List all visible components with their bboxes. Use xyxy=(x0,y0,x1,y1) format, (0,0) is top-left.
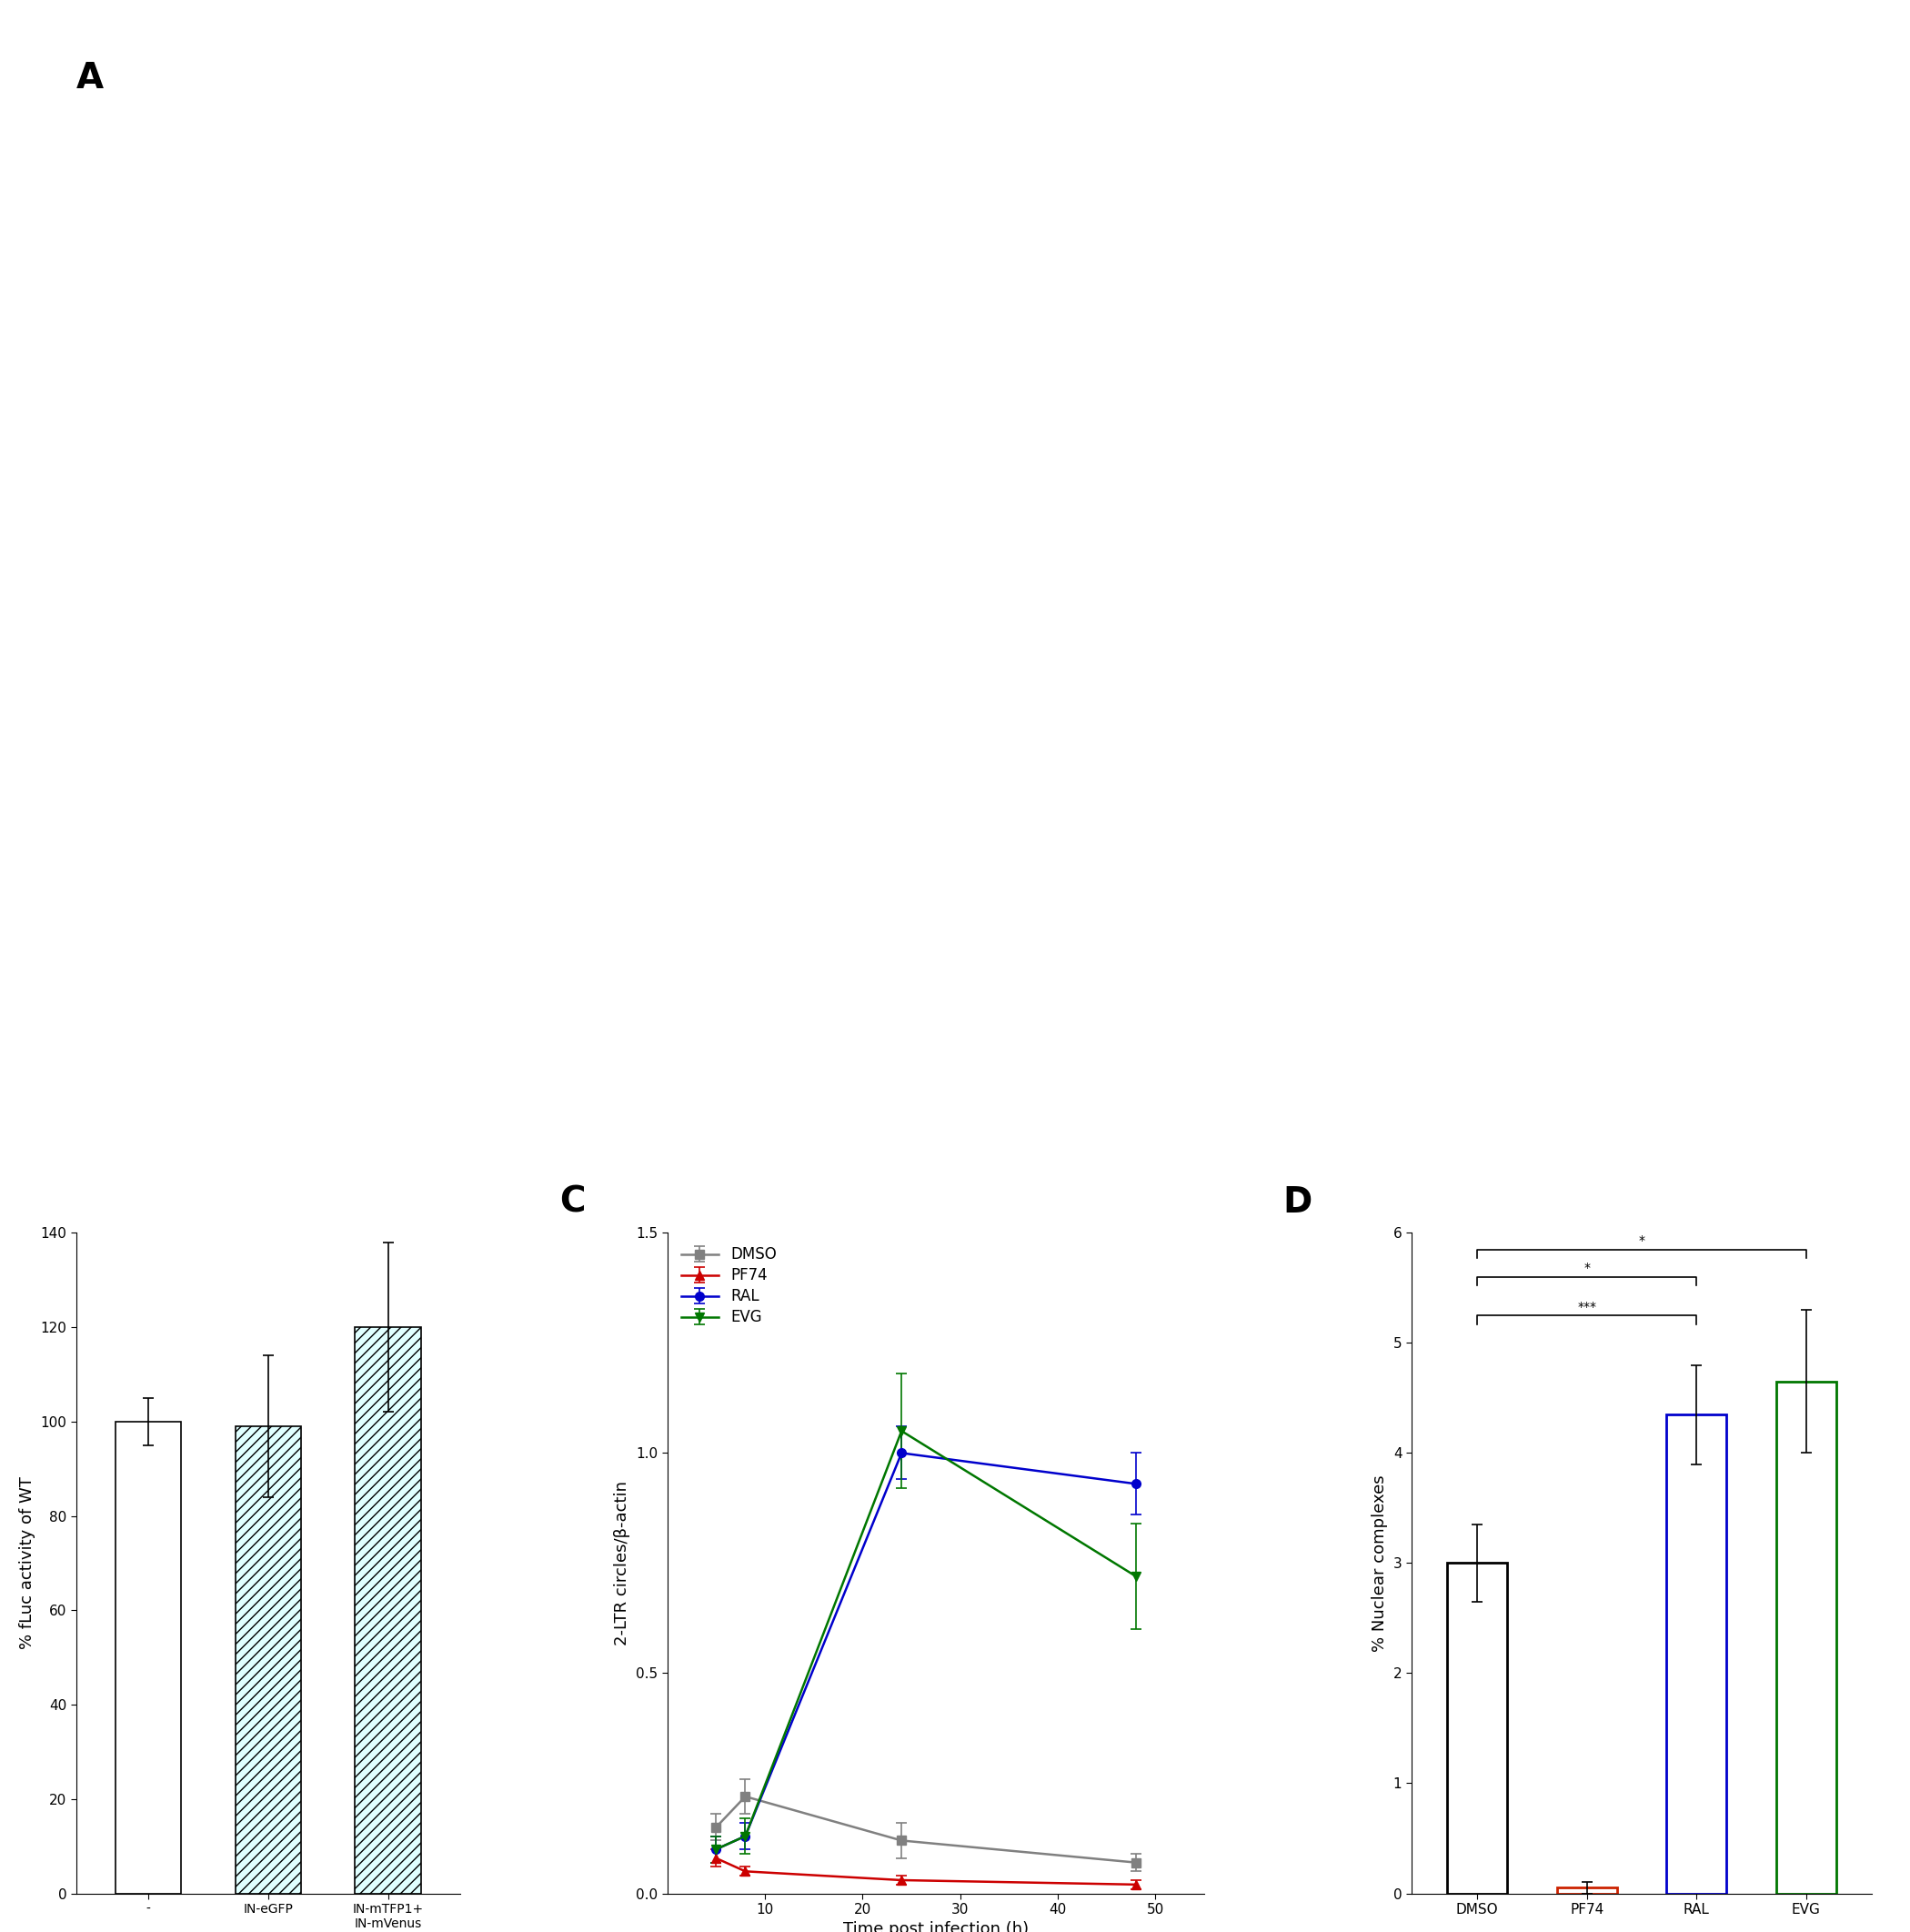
Bar xyxy=(235,1426,302,1893)
Bar xyxy=(1776,1381,1836,1893)
Y-axis label: % fLuc activity of WT: % fLuc activity of WT xyxy=(19,1476,36,1650)
Text: D: D xyxy=(1282,1184,1312,1219)
Legend: DMSO, PF74, RAL, EVG: DMSO, PF74, RAL, EVG xyxy=(674,1240,783,1331)
Y-axis label: % Nuclear complexes: % Nuclear complexes xyxy=(1371,1474,1389,1652)
Text: *: * xyxy=(1583,1262,1589,1275)
Y-axis label: 2-LTR circles/β-actin: 2-LTR circles/β-actin xyxy=(615,1480,630,1646)
Bar xyxy=(1557,1888,1618,1893)
Text: ***: *** xyxy=(1578,1300,1597,1314)
X-axis label: Time post infection (h): Time post infection (h) xyxy=(842,1922,1029,1932)
Bar xyxy=(355,1327,420,1893)
Text: A: A xyxy=(76,62,103,97)
Bar xyxy=(1666,1414,1727,1893)
Text: *: * xyxy=(1639,1235,1645,1248)
Bar xyxy=(1448,1563,1507,1893)
Text: C: C xyxy=(560,1184,586,1219)
Bar xyxy=(115,1422,181,1893)
